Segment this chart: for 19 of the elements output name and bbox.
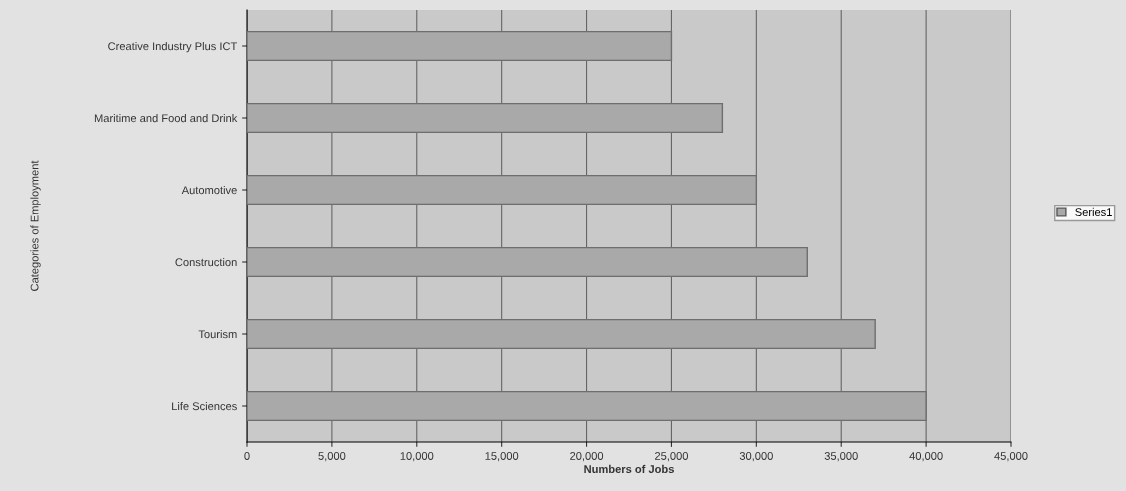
- y-tick-label: Creative Industry Plus ICT: [108, 41, 238, 53]
- x-tick-label: 45,000: [994, 452, 1028, 462]
- x-axis-title: Numbers of Jobs: [584, 464, 674, 474]
- x-tick-label: 40,000: [909, 452, 943, 462]
- y-tick-label: Automotive: [181, 185, 237, 195]
- y-axis-title: Categories of Employment: [30, 160, 41, 291]
- y-tick-label: Tourism: [198, 329, 237, 339]
- x-tick-label: 0: [244, 452, 250, 460]
- x-tick-label: 35,000: [824, 452, 858, 462]
- x-tick-label: 15,000: [485, 452, 519, 462]
- x-tick-label: 10,000: [400, 452, 434, 462]
- x-tick-label: 25,000: [655, 452, 688, 462]
- x-tick-label: 20,000: [570, 452, 604, 462]
- legend-label: Series1: [1075, 207, 1112, 217]
- y-tick-label: Life Sciences: [172, 401, 237, 411]
- y-tick-label: Construction: [175, 257, 237, 267]
- y-tick-label: Maritime and Food and Drink: [94, 113, 238, 123]
- x-tick-label: 5,000: [318, 452, 346, 462]
- x-tick-label: 30,000: [739, 452, 773, 462]
